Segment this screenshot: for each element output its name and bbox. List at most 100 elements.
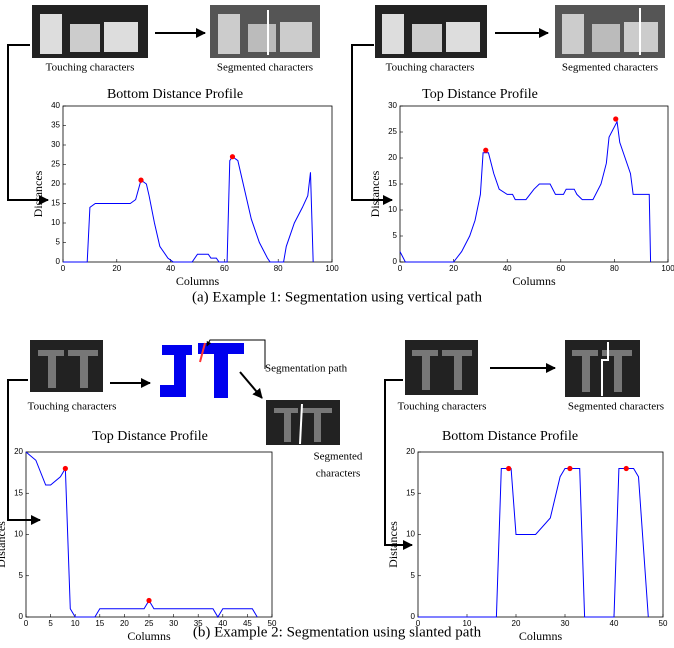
y-tick-label: 0 xyxy=(411,612,416,621)
image-label: characters xyxy=(316,468,361,480)
peak-point xyxy=(623,465,629,472)
image-label: Touching characters xyxy=(398,401,487,413)
y-tick-label: 40 xyxy=(51,101,60,110)
x-tick-label: 100 xyxy=(661,264,674,273)
x-tick-label: 30 xyxy=(561,619,570,628)
x-tick-label: 40 xyxy=(610,619,619,628)
image-touching-b2 xyxy=(405,340,478,395)
y-tick-label: 10 xyxy=(14,530,23,539)
x-tick-label: 35 xyxy=(194,619,203,628)
peak-point xyxy=(62,465,68,472)
x-tick-label: 40 xyxy=(503,264,512,273)
bracket-arrow xyxy=(7,44,49,205)
y-tick-label: 5 xyxy=(411,571,416,580)
y-tick-label: 20 xyxy=(51,179,60,188)
arrow xyxy=(239,371,263,399)
chart-title: Top Distance Profile xyxy=(422,87,538,102)
plot-frame xyxy=(25,451,273,618)
image-touching-a1 xyxy=(32,5,148,58)
chart-title: Top Distance Profile xyxy=(92,429,208,444)
peak-point xyxy=(506,465,512,472)
bracket-arrow xyxy=(351,44,393,205)
x-axis-label: Columns xyxy=(519,629,563,643)
x-tick-label: 25 xyxy=(145,619,154,628)
image-segmented-b1 xyxy=(266,400,340,445)
y-tick-label: 5 xyxy=(19,571,24,580)
x-tick-label: 10 xyxy=(71,619,80,628)
x-tick-label: 20 xyxy=(512,619,521,628)
image-touching-b1 xyxy=(30,340,103,392)
x-tick-label: 20 xyxy=(120,619,129,628)
x-tick-label: 20 xyxy=(449,264,458,273)
x-tick-label: 50 xyxy=(268,619,277,628)
x-tick-label: 15 xyxy=(95,619,104,628)
peak-point xyxy=(613,116,619,122)
bracket-arrow xyxy=(7,379,41,525)
y-axis-label: Distances xyxy=(368,170,382,217)
chart-title: Bottom Distance Profile xyxy=(107,87,243,102)
caption: (a) Example 1: Segmentation using vertic… xyxy=(192,289,482,305)
y-tick-label: 20 xyxy=(14,447,23,456)
image-label: Segmented characters xyxy=(217,62,313,74)
y-tick-label: 15 xyxy=(406,488,415,497)
image-label: Touching characters xyxy=(386,62,475,74)
x-tick-label: 0 xyxy=(24,619,29,628)
peak-point xyxy=(567,465,573,472)
image-label: Touching characters xyxy=(28,401,117,413)
y-tick-label: 5 xyxy=(56,238,61,247)
y-tick-label: 30 xyxy=(51,140,60,149)
image-label: Segmented characters xyxy=(562,62,658,74)
y-tick-label: 15 xyxy=(14,488,23,497)
y-tick-label: 10 xyxy=(388,205,397,214)
image-label: Segmented xyxy=(314,451,363,463)
bracket-arrow xyxy=(384,379,413,550)
plot-frame xyxy=(62,105,333,263)
image-segmented-a2 xyxy=(555,5,665,58)
peak-point xyxy=(483,147,489,153)
peak-point xyxy=(146,597,152,604)
x-tick-label: 60 xyxy=(556,264,565,273)
image-segmented-a1 xyxy=(210,5,320,58)
x-tick-label: 20 xyxy=(112,264,121,273)
x-tick-label: 60 xyxy=(220,264,229,273)
y-tick-label: 0 xyxy=(56,257,61,266)
pointer xyxy=(206,339,266,369)
x-tick-label: 10 xyxy=(463,619,472,628)
image-path-b xyxy=(160,342,244,398)
x-tick-label: 80 xyxy=(274,264,283,273)
image-label: Touching characters xyxy=(46,62,135,74)
y-tick-label: 15 xyxy=(388,179,397,188)
image-touching-a2 xyxy=(375,5,487,58)
x-tick-label: 5 xyxy=(48,619,53,628)
data-line xyxy=(63,155,314,263)
caption: (b) Example 2: Segmentation using slante… xyxy=(193,624,482,640)
x-axis-label: Columns xyxy=(512,274,556,288)
x-axis-label: Columns xyxy=(176,274,220,288)
image-label: Segmentation path xyxy=(265,363,348,375)
y-tick-label: 25 xyxy=(51,160,60,169)
y-tick-label: 20 xyxy=(406,447,415,456)
plot-frame xyxy=(399,105,669,263)
x-tick-label: 30 xyxy=(169,619,178,628)
y-tick-label: 5 xyxy=(393,231,398,240)
y-tick-label: 10 xyxy=(406,530,415,539)
data-line xyxy=(418,468,649,618)
y-tick-label: 20 xyxy=(388,153,397,162)
data-line xyxy=(25,451,258,618)
chart-title: Bottom Distance Profile xyxy=(442,429,578,444)
x-tick-label: 50 xyxy=(659,619,668,628)
y-tick-label: 10 xyxy=(51,218,60,227)
y-tick-label: 30 xyxy=(388,101,397,110)
y-tick-label: 35 xyxy=(51,121,60,130)
y-tick-label: 0 xyxy=(393,257,398,266)
y-axis-label: Distances xyxy=(386,521,400,568)
data-line xyxy=(399,119,652,263)
x-tick-label: 40 xyxy=(218,619,227,628)
image-segmented-b2 xyxy=(565,340,640,397)
x-tick-label: 80 xyxy=(610,264,619,273)
y-axis-label: Distances xyxy=(0,521,8,568)
x-tick-label: 40 xyxy=(166,264,175,273)
x-tick-label: 100 xyxy=(325,264,339,273)
y-axis-label: Distances xyxy=(31,170,45,217)
